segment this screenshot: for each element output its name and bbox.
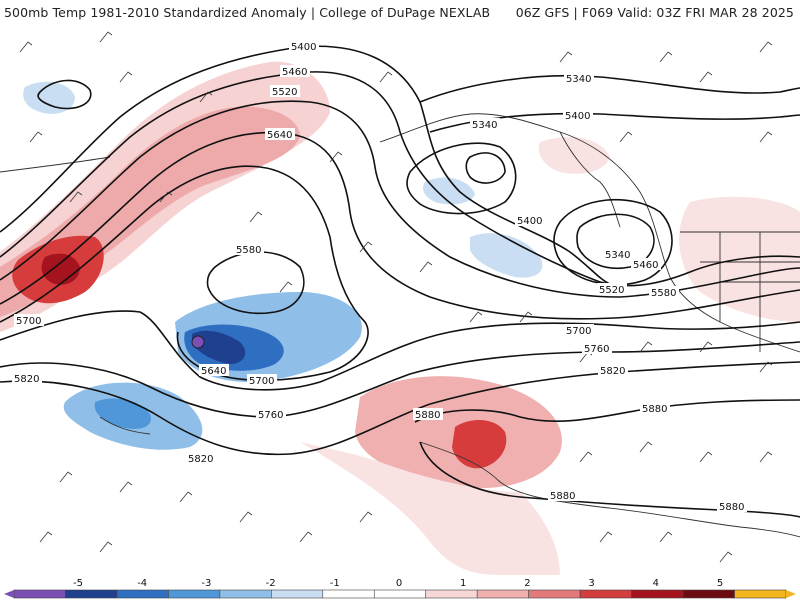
- contour-5880-south: [419, 441, 800, 518]
- colorbar-swatch: [734, 589, 787, 599]
- colorbar-swatch: [528, 589, 581, 599]
- weather-map: 5400 5460 5520 5640 5580 5700 5640 5700 …: [0, 22, 800, 575]
- geographic-borders: [0, 113, 800, 538]
- colorbar-legend: -5 -4 -3 -2 -1 0 1 2 3 4 5: [4, 578, 796, 599]
- colorbar-tick-label: -5: [73, 578, 83, 589]
- contour-5400-north: [429, 112, 800, 133]
- contour-label: 5580: [651, 288, 676, 299]
- cold-anomaly-center-max: [192, 330, 246, 364]
- colorbar-swatch: [476, 589, 529, 599]
- contour-5880: [414, 399, 800, 423]
- model-run-info: 06Z GFS | F069 Valid: 03Z FRI MAR 28 202…: [515, 5, 794, 20]
- header-bar: 500mb Temp 1981-2010 Standardized Anomal…: [0, 0, 800, 22]
- warm-anomaly-south-core: [452, 420, 507, 469]
- colorbar-swatch: [373, 589, 427, 599]
- contour-label: 5880: [415, 410, 440, 421]
- contour-5580-closed: [206, 251, 305, 315]
- contour-5340-north: [419, 74, 800, 103]
- colorbar-tick-label: 3: [588, 578, 594, 589]
- contour-label: 5760: [258, 410, 283, 421]
- map-title: 500mb Temp 1981-2010 Standardized Anomal…: [4, 5, 491, 20]
- contour-label: 5700: [249, 376, 274, 387]
- colorbar-swatch: [13, 589, 66, 599]
- cold-anomaly-southwest-core: [94, 398, 151, 429]
- colorbar-tick-labels: -5 -4 -3 -2 -1 0 1 2 3 4 5: [73, 578, 723, 589]
- colorbar-tick-label: -2: [266, 578, 276, 589]
- cold-anomaly-northwest-spot: [23, 81, 75, 114]
- colorbar-tick-label: 1: [460, 578, 466, 589]
- contour-5340-inner: [465, 152, 506, 184]
- contour-label: 5700: [16, 316, 41, 327]
- colorbar-min-arrow: [4, 590, 14, 598]
- contour-label: 5640: [267, 130, 292, 141]
- contour-label: 5880: [719, 502, 744, 513]
- colorbar-tick-label: -3: [201, 578, 211, 589]
- colorbar-swatch: [682, 589, 735, 599]
- colorbar-tick-label: 5: [717, 578, 723, 589]
- contour-label: 5820: [600, 366, 625, 377]
- contour-5340-alaska: [406, 142, 517, 215]
- colorbar-tick-label: 2: [524, 578, 530, 589]
- contour-label: 5820: [188, 454, 213, 465]
- contour-label: 5700: [566, 326, 591, 337]
- colorbar-swatches: [4, 589, 796, 599]
- contour-label: 5460: [282, 67, 307, 78]
- colorbar-swatch: [631, 589, 684, 599]
- contour-label: 5400: [565, 111, 590, 122]
- cold-anomaly-peak: [191, 335, 205, 349]
- colorbar-swatch: [322, 589, 375, 599]
- contour-5400: [0, 45, 611, 285]
- colorbar-swatch: [425, 589, 478, 599]
- cold-anomaly-alaska-spot: [423, 177, 475, 205]
- contour-5820: [0, 361, 800, 456]
- contour-label: 5640: [201, 366, 226, 377]
- contour-label: 5340: [605, 250, 630, 261]
- colorbar-swatch: [116, 589, 169, 599]
- warm-anomaly-south-outer: [300, 442, 560, 575]
- contour-label: 5340: [566, 74, 591, 85]
- contour-5340-west: [37, 79, 92, 110]
- contour-5640: [0, 165, 369, 382]
- contour-labels: 5400 5460 5520 5640 5580 5700 5640 5700 …: [12, 40, 747, 513]
- contour-label: 5760: [584, 344, 609, 355]
- contour-label: 5820: [14, 374, 39, 385]
- contour-label: 5880: [550, 491, 575, 502]
- colorbar-swatch: [168, 589, 221, 599]
- contour-label: 5340: [472, 120, 497, 131]
- colorbar-swatch: [219, 589, 272, 599]
- colorbar-max-arrow: [786, 590, 796, 598]
- contour-label: 5520: [272, 87, 297, 98]
- colorbar-swatch: [65, 589, 118, 599]
- colorbar-swatch: [271, 589, 324, 599]
- contour-5460: [0, 71, 800, 287]
- colorbar-swatch: [579, 589, 632, 599]
- height-contours: [0, 45, 800, 518]
- contour-5400-east: [553, 198, 673, 286]
- colorbar-tick-label: 0: [396, 578, 402, 589]
- contour-label: 5580: [236, 245, 261, 256]
- contour-label: 5400: [517, 216, 542, 227]
- contour-5340-east: [576, 213, 655, 270]
- colorbar-tick-label: -1: [330, 578, 340, 589]
- colorbar-tick-label: -4: [137, 578, 147, 589]
- contour-5700: [0, 310, 800, 391]
- contour-5520: [0, 100, 800, 298]
- cold-anomaly-east-spot: [470, 233, 543, 278]
- contour-5580: [0, 131, 800, 320]
- contour-label: 5880: [642, 404, 667, 415]
- contour-label: 5460: [633, 260, 658, 271]
- contour-label: 5520: [599, 285, 624, 296]
- contour-label: 5400: [291, 42, 316, 53]
- colorbar-tick-label: 4: [653, 578, 659, 589]
- contour-5760: [0, 341, 800, 418]
